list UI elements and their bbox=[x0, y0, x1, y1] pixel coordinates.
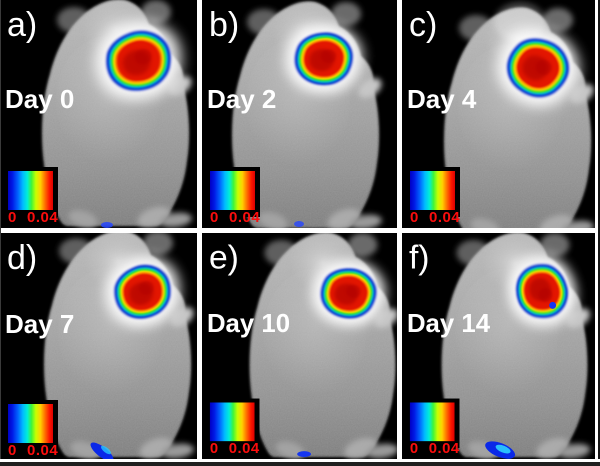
paw-signal bbox=[90, 442, 114, 459]
day-label: Day 7 bbox=[5, 309, 74, 339]
scale-max-label: 0.04 bbox=[229, 209, 260, 226]
panel-letter: b) bbox=[209, 6, 239, 44]
scale-min-label: 0 bbox=[410, 209, 419, 226]
panel-letter: a) bbox=[7, 6, 37, 44]
scale-max-label: 0.04 bbox=[27, 442, 58, 459]
scale-max-label: 0.04 bbox=[429, 209, 460, 226]
paw-signal bbox=[101, 222, 113, 228]
panel-letter: e) bbox=[209, 239, 239, 277]
day-label: Day 14 bbox=[407, 310, 491, 338]
panel-f: f) Day 14 0 0.04 bbox=[402, 233, 595, 459]
left-edge-line bbox=[0, 0, 1, 459]
right-edge-shadow bbox=[598, 0, 600, 459]
horizontal-divider bbox=[0, 228, 600, 233]
scale-min-label: 0 bbox=[410, 441, 419, 457]
panel-letter: c) bbox=[409, 6, 437, 44]
panel-d: d) Day 7 0 0.04 bbox=[0, 233, 197, 459]
day-label: Day 2 bbox=[207, 84, 276, 114]
panel-b: b) Day 2 0 0.04 bbox=[202, 0, 397, 228]
panel-letter: d) bbox=[7, 239, 37, 277]
scale-min-label: 0 bbox=[210, 209, 219, 226]
scale-max-label: 0.04 bbox=[27, 209, 58, 226]
scale-max-label: 0.04 bbox=[429, 441, 460, 457]
paw-signal bbox=[485, 441, 516, 459]
bottom-edge-shadow bbox=[0, 462, 600, 466]
scale-min-label: 0 bbox=[210, 441, 219, 457]
scale-min-label: 0 bbox=[8, 442, 17, 459]
scale-min-label: 0 bbox=[8, 209, 17, 226]
paw-signal bbox=[297, 451, 312, 458]
panel-a: a) Day 0 0 0.04 bbox=[0, 0, 197, 228]
day-label: Day 0 bbox=[5, 84, 74, 114]
right-border bbox=[595, 0, 598, 459]
day-label: Day 4 bbox=[407, 84, 477, 114]
bottom-border bbox=[0, 459, 600, 462]
day-label: Day 10 bbox=[207, 310, 290, 338]
panel-c: c) Day 4 0 0.04 bbox=[402, 0, 595, 228]
scale-max-label: 0.04 bbox=[229, 441, 260, 457]
panel-letter: f) bbox=[409, 239, 430, 277]
panel-e: e) Day 10 0 0.04 bbox=[202, 233, 397, 459]
satellite-signal bbox=[549, 301, 557, 309]
paw-signal bbox=[294, 221, 304, 227]
